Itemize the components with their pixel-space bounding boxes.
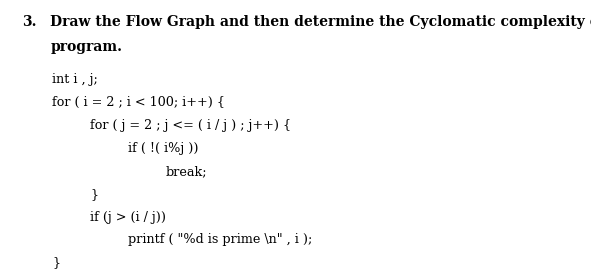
Text: int i , j;: int i , j;	[52, 73, 98, 86]
Text: 3.: 3.	[22, 15, 37, 29]
Text: Draw the Flow Graph and then determine the Cyclomatic complexity of the followin: Draw the Flow Graph and then determine t…	[50, 15, 591, 29]
Text: }: }	[52, 256, 60, 269]
Text: if ( !( i%j )): if ( !( i%j ))	[128, 142, 199, 155]
Text: for ( j = 2 ; j <= ( i / j ) ; j++) {: for ( j = 2 ; j <= ( i / j ) ; j++) {	[90, 119, 291, 132]
Text: program.: program.	[50, 40, 122, 54]
Text: if (j > (i / j)): if (j > (i / j))	[90, 211, 166, 224]
Text: }: }	[90, 188, 98, 201]
Text: printf ( "%d is prime \n" , i );: printf ( "%d is prime \n" , i );	[128, 233, 312, 246]
Text: for ( i = 2 ; i < 100; i++) {: for ( i = 2 ; i < 100; i++) {	[52, 96, 225, 109]
Text: break;: break;	[166, 165, 207, 178]
